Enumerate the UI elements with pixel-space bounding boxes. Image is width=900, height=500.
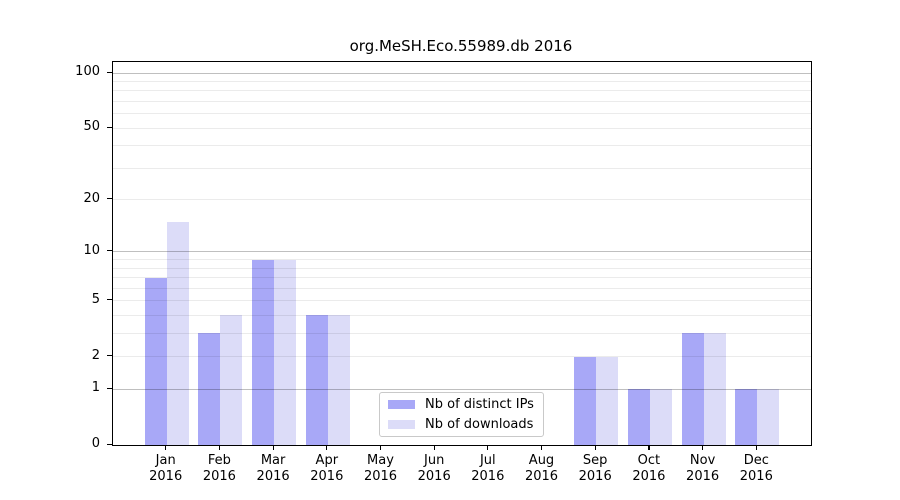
bar-distinct-ips xyxy=(735,389,758,445)
legend-swatch-distinct-ips-icon xyxy=(388,400,415,410)
bar-downloads xyxy=(703,333,726,445)
x-tick-label: Apr 2016 xyxy=(310,453,344,484)
bars-layer xyxy=(113,62,811,445)
legend-label-downloads: Nb of downloads xyxy=(425,416,534,432)
y-tick xyxy=(107,355,112,357)
x-tick-label: Mar 2016 xyxy=(256,453,290,484)
y-minor-gridline xyxy=(113,101,811,103)
y-major-gridline xyxy=(113,251,811,253)
y-tick xyxy=(107,299,112,301)
bar-downloads xyxy=(327,315,350,445)
x-tick xyxy=(648,445,650,450)
x-tick-label: Oct 2016 xyxy=(632,453,666,484)
y-tick xyxy=(107,198,112,200)
bar-downloads xyxy=(649,389,672,445)
bar-downloads xyxy=(220,315,243,445)
x-tick xyxy=(272,445,274,450)
y-tick xyxy=(107,71,112,73)
y-tick-label: 5 xyxy=(91,291,100,307)
legend: Nb of distinct IPs Nb of downloads xyxy=(379,392,544,437)
y-minor-gridline xyxy=(113,90,811,92)
bar-distinct-ips xyxy=(252,259,275,445)
legend-label-distinct-ips: Nb of distinct IPs xyxy=(425,397,534,413)
x-tick-label: Jun 2016 xyxy=(417,453,451,484)
y-minor-gridline xyxy=(113,277,811,278)
y-tick-label: 20 xyxy=(83,190,100,206)
bar-distinct-ips xyxy=(574,356,597,445)
x-tick xyxy=(380,445,382,450)
y-tick-label: 0 xyxy=(91,436,100,451)
bar-downloads xyxy=(596,356,619,445)
y-tick xyxy=(107,250,112,252)
x-tick-label: May 2016 xyxy=(363,453,398,484)
legend-item-downloads: Nb of downloads xyxy=(388,417,535,432)
bar-distinct-ips xyxy=(681,333,704,445)
y-tick xyxy=(107,387,112,389)
grid-layer xyxy=(113,62,811,445)
bar-distinct-ips xyxy=(627,389,650,445)
x-tick xyxy=(218,445,221,450)
y-tick-label: 100 xyxy=(75,64,100,80)
x-tick xyxy=(433,445,435,450)
y-tick xyxy=(107,443,112,445)
bar-distinct-ips xyxy=(144,277,167,445)
x-tick-label: Nov 2016 xyxy=(686,453,720,484)
y-minor-gridline xyxy=(113,259,811,260)
x-tick xyxy=(594,445,596,450)
y-minor-gridline xyxy=(113,267,811,269)
y-minor-gridline xyxy=(113,356,811,357)
x-tick-label: Aug 2016 xyxy=(524,453,559,484)
bar-downloads xyxy=(757,389,780,445)
x-tick xyxy=(541,445,543,450)
legend-swatch-downloads-icon xyxy=(388,419,415,429)
y-minor-gridline xyxy=(113,300,811,302)
bar-downloads xyxy=(166,221,189,445)
x-tick xyxy=(702,445,704,450)
x-tick xyxy=(755,445,757,450)
y-minor-gridline xyxy=(113,113,811,115)
bar-distinct-ips xyxy=(198,333,221,445)
y-minor-gridline xyxy=(113,199,811,201)
y-tick-label: 1 xyxy=(91,380,100,396)
y-minor-gridline xyxy=(113,167,811,169)
y-tick-label: 10 xyxy=(83,242,100,258)
x-tick xyxy=(487,445,489,450)
bar-distinct-ips xyxy=(305,315,328,445)
y-minor-gridline xyxy=(113,332,811,334)
bar-downloads xyxy=(274,259,297,445)
y-major-gridline xyxy=(113,388,811,390)
x-tick xyxy=(165,445,167,450)
y-minor-gridline xyxy=(113,314,811,316)
x-tick-label: Sep 2016 xyxy=(578,453,612,484)
x-tick-label: Jan 2016 xyxy=(149,453,183,484)
x-tick-label: Dec 2016 xyxy=(739,453,773,484)
x-tick-label: Jul 2016 xyxy=(471,453,505,484)
y-minor-gridline xyxy=(113,81,811,83)
legend-item-distinct-ips: Nb of distinct IPs xyxy=(388,397,535,412)
x-tick xyxy=(326,445,328,450)
y-minor-gridline xyxy=(113,287,811,289)
y-minor-gridline xyxy=(113,145,811,147)
y-major-gridline xyxy=(113,72,811,74)
y-tick-label: 50 xyxy=(83,119,100,135)
x-tick-label: Feb 2016 xyxy=(202,453,236,484)
plot-area xyxy=(112,61,812,446)
y-minor-gridline xyxy=(113,127,811,129)
y-tick xyxy=(107,126,112,128)
y-tick-label: 2 xyxy=(91,347,100,363)
chart-title: org.MeSH.Eco.55989.db 2016 xyxy=(349,37,573,55)
